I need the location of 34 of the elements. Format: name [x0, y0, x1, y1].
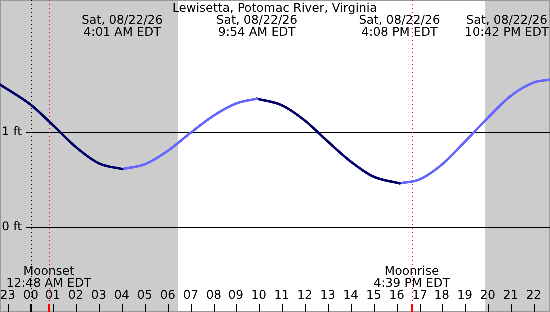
x-tick-label: 06 — [160, 288, 176, 302]
x-tick-label: 17 — [412, 288, 428, 302]
line-series — [256, 98, 401, 185]
x2-tick-label: Sat, 08/22/26 10:42 PM EDT — [465, 13, 550, 39]
x-tick-label: 22 — [526, 288, 542, 302]
ref-line-label: Moonrise 4:39 PM EDT — [374, 264, 451, 290]
x2-tick-label: Sat, 08/22/26 4:08 PM EDT — [359, 13, 440, 39]
x-tick-label: 01 — [45, 288, 61, 302]
y-tick-label: 1 ft — [2, 124, 22, 139]
x-tick-label: 10 — [251, 288, 267, 302]
x-tick-label: 12 — [297, 288, 313, 302]
x-tick-label: 15 — [366, 288, 382, 302]
x-tick-label: 11 — [274, 288, 290, 302]
x-tick-label: 04 — [114, 288, 130, 302]
x2-tick-label: Sat, 08/22/26 4:01 AM EDT — [82, 13, 164, 39]
x2-tick-label: Sat, 08/22/26 9:54 AM EDT — [216, 13, 298, 39]
x-tick-label: 23 — [0, 288, 16, 302]
x-tick-label: 14 — [343, 288, 359, 302]
x-tick-label: 21 — [503, 288, 519, 302]
y-tick-label: 0 ft — [2, 220, 22, 234]
x-tick-label: 02 — [68, 288, 84, 302]
x-tick-label: 18 — [434, 288, 450, 302]
x-tick-label: 09 — [228, 288, 244, 302]
x-tick-label: 07 — [183, 288, 199, 302]
x-tick-label: 00 — [23, 288, 39, 302]
x-tick-label: 03 — [91, 288, 107, 302]
x-tick-label: 08 — [206, 288, 222, 302]
x-tick-label: 05 — [137, 288, 153, 302]
ref-line-label: Moonset 12:48 AM EDT — [6, 264, 92, 290]
x-tick-label: 19 — [457, 288, 473, 302]
x-tick-label: 20 — [480, 288, 496, 302]
x-tick-label: 16 — [389, 288, 405, 302]
x-tick-label: 13 — [320, 288, 336, 302]
chart-title: Lewisetta, Potomac River, Virginia — [172, 1, 378, 15]
